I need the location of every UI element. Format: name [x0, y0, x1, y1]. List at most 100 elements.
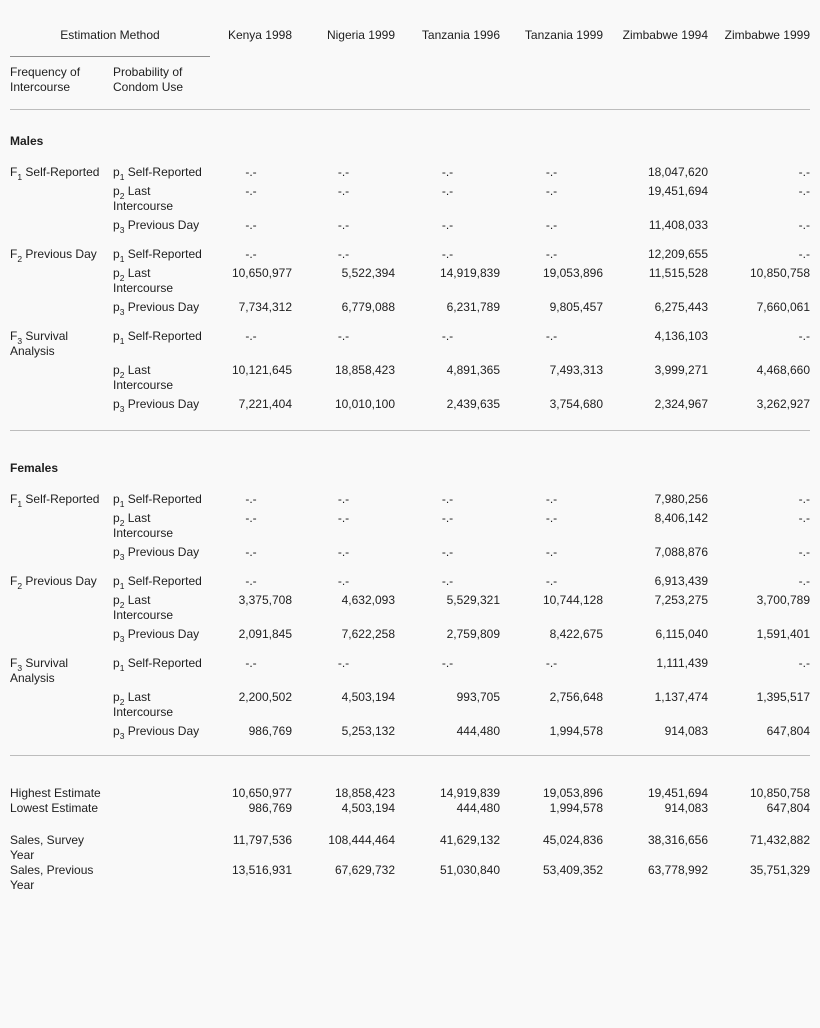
- value-cell: 63,778,992: [647, 863, 708, 877]
- frequency-label: F3 Survival Analysis: [10, 656, 69, 685]
- value-cell: -.-: [545, 329, 558, 343]
- summary-label: Sales, Survey Year: [10, 833, 85, 862]
- table-row: F1 Self-Reported p1 Self-Reported -.- -.- -.…: [10, 492, 810, 510]
- table-page: Estimation Method Kenya 1998 Nigeria 1999…: [10, 28, 810, 893]
- probability-label: p3 Previous Day: [113, 545, 200, 563]
- value-cell: 14,919,839: [439, 266, 500, 280]
- value-cell: 3,375,708: [238, 593, 292, 607]
- subscript: 3: [119, 634, 125, 645]
- subscript: 1: [17, 172, 23, 183]
- table-row: p3 Previous Day 7,734,312 6,779,088 6,231,7…: [10, 300, 810, 317]
- value-cell: 108,444,464: [328, 833, 395, 847]
- value-cell: -.-: [245, 247, 257, 261]
- table-row: p2 Last Intercourse 10,121,645 18,858,423 4…: [10, 363, 810, 393]
- value-cell: 35,751,329: [749, 863, 810, 877]
- subscript: 1: [119, 581, 125, 592]
- section-heading: Females: [10, 461, 59, 475]
- table-row: p2 Last Intercourse 2,200,502 4,503,194 993…: [10, 690, 810, 720]
- value-cell: -.-: [245, 511, 257, 525]
- probability-label: p3 Previous Day: [113, 397, 200, 415]
- table-row: p2 Last Intercourse -.- -.- -.- -.- 19,451,69…: [10, 184, 810, 214]
- value-cell: 11,515,528: [648, 266, 708, 280]
- value-cell: 18,047,620: [647, 165, 708, 179]
- value-cell: -.-: [441, 218, 454, 232]
- value-cell: 4,468,660: [756, 363, 810, 377]
- value-cell: 11,408,033: [648, 218, 708, 232]
- frequency-group: F1 Self-Reported p1 Self-Reported -.- -.- -.…: [10, 492, 810, 563]
- value-cell: -.-: [798, 184, 810, 198]
- summary-label: Sales, Previous Year: [10, 863, 94, 892]
- value-cell: -.-: [337, 545, 350, 559]
- header-divider: [10, 109, 810, 110]
- subscript: 2: [119, 697, 125, 708]
- value-cell: 6,231,789: [446, 300, 500, 314]
- value-cell: 1,591,401: [756, 627, 810, 641]
- value-cell: -.-: [545, 218, 558, 232]
- frequency-label: [10, 545, 113, 560]
- table-row: p3 Previous Day 2,091,845 7,622,258 2,759,8…: [10, 627, 810, 645]
- table-row: F1 Self-Reported p1 Self-Reported -.- -.- -.…: [10, 165, 810, 183]
- table-row: p3 Previous Day -.- -.- -.- -.- 11,408,033 -.-: [10, 218, 810, 236]
- value-cell: 2,756,648: [549, 690, 603, 704]
- value-cell: -.-: [245, 329, 257, 343]
- country-column-header: Nigeria 1999: [326, 28, 395, 42]
- value-cell: 8,422,675: [549, 627, 603, 641]
- value-cell: 38,316,656: [647, 833, 708, 847]
- value-cell: -.-: [798, 656, 810, 670]
- frequency-label: [10, 300, 113, 315]
- value-cell: 7,734,312: [238, 300, 292, 314]
- value-cell: 5,529,321: [446, 593, 500, 607]
- value-cell: 444,480: [456, 724, 500, 738]
- subscript: 2: [17, 254, 23, 265]
- value-cell: 10,850,758: [749, 266, 810, 280]
- value-cell: 7,253,275: [654, 593, 708, 607]
- frequency-label: F1 Self-Reported: [10, 492, 100, 510]
- value-cell: -.-: [441, 574, 454, 588]
- frequency-label: [10, 363, 113, 393]
- summary-spacer: [113, 863, 210, 893]
- value-cell: 10,121,645: [231, 363, 292, 377]
- frequency-label: [10, 690, 113, 720]
- value-cell: 10,744,128: [542, 593, 603, 607]
- value-cell: 3,262,927: [756, 397, 810, 411]
- value-cell: -.-: [545, 574, 558, 588]
- table-row: p3 Previous Day -.- -.- -.- -.- 7,088,876 -.-: [10, 545, 810, 563]
- table-row: p3 Previous Day 986,769 5,253,132 444,480 1,…: [10, 724, 810, 742]
- subscript: 3: [119, 731, 125, 742]
- summary-spacer: [113, 833, 210, 863]
- frequency-group: F2 Previous Day p1 Self-Reported -.- -.- -.-…: [10, 574, 810, 645]
- value-cell: -.-: [441, 492, 454, 506]
- probability-label: p2 Last Intercourse: [113, 266, 174, 295]
- subscript: 3: [17, 336, 23, 347]
- value-cell: 2,091,845: [238, 627, 292, 641]
- value-cell: -.-: [798, 329, 810, 343]
- subscript: 1: [119, 336, 125, 347]
- frequency-label: F2 Previous Day: [10, 247, 97, 265]
- value-cell: 4,891,365: [446, 363, 500, 377]
- value-cell: -.-: [545, 165, 558, 179]
- value-cell: -.-: [337, 492, 350, 506]
- probability-label: p2 Last Intercourse: [113, 184, 174, 213]
- value-cell: -.-: [545, 545, 558, 559]
- value-cell: 1,395,517: [756, 690, 810, 704]
- frequency-label: [10, 266, 113, 296]
- value-cell: 7,660,061: [756, 300, 810, 314]
- probability-label: p3 Previous Day: [113, 218, 200, 236]
- probability-label: p2 Last Intercourse: [113, 511, 174, 540]
- subscript: 3: [119, 552, 125, 563]
- table-subheader-row: Frequency of Intercourse Probability of …: [10, 57, 810, 95]
- frequency-label: [10, 218, 113, 233]
- subscript: 3: [17, 663, 23, 674]
- subscript: 2: [119, 191, 125, 202]
- value-cell: 5,522,394: [341, 266, 395, 280]
- value-cell: 18,858,423: [334, 363, 395, 377]
- value-cell: 10,010,100: [334, 397, 395, 411]
- value-cell: 7,980,256: [654, 492, 708, 506]
- value-cell: 7,221,404: [238, 397, 292, 411]
- value-cell: -.-: [545, 184, 558, 198]
- value-cell: -.-: [245, 184, 257, 198]
- country-column-header: Tanzania 1996: [421, 28, 500, 42]
- frequency-group: F3 Survival Analysis p1 Self-Reported -.- -…: [10, 656, 810, 742]
- probability-label: p1 Self-Reported: [113, 329, 202, 347]
- value-cell: -.-: [441, 545, 454, 559]
